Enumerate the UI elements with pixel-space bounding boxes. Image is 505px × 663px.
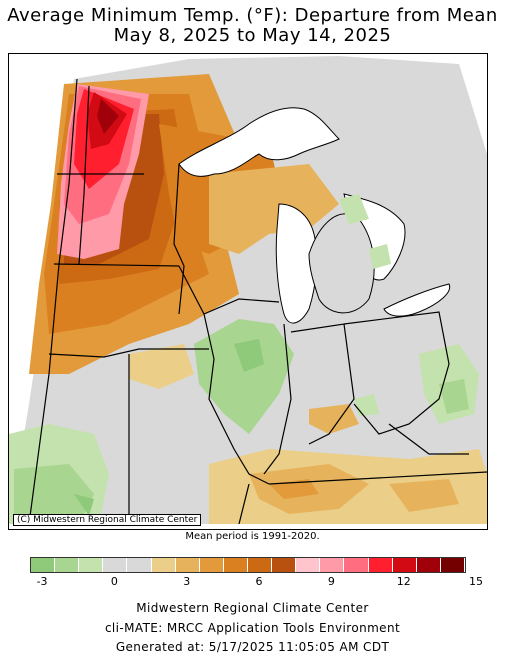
scale-tick-label: -3: [36, 575, 48, 588]
footer-generated: Generated at: 5/17/2025 11:05:05 AM CDT: [115, 640, 390, 654]
scale-swatch: [199, 558, 224, 572]
footer-tool: cli-MATE: MRCC Application Tools Environ…: [104, 621, 401, 635]
copyright-credit: (C) Midwestern Regional Climate Center: [13, 514, 202, 526]
scale-swatch: [368, 558, 393, 572]
color-scale: [30, 557, 466, 573]
scale-swatch: [344, 558, 369, 572]
scale-swatch: [175, 558, 200, 572]
lake-superior: [178, 107, 340, 177]
lake-michigan: [275, 203, 318, 324]
mean-period-note: Mean period is 1991-2020.: [185, 531, 320, 542]
scale-swatch: [440, 558, 465, 572]
scale-swatch: [31, 558, 56, 572]
scale-tick-label: 15: [469, 575, 484, 588]
map-canvas: [9, 56, 487, 525]
scale-swatch: [55, 558, 80, 572]
scale-tick-label: 9: [327, 575, 335, 588]
scale-swatch: [247, 558, 273, 572]
scale-swatch: [320, 558, 345, 572]
scale-swatch: [103, 558, 128, 572]
state-boundaries: [28, 78, 487, 525]
scale-swatch: [79, 558, 104, 572]
lake-erie: [383, 283, 451, 317]
scale-tick-label: 6: [255, 575, 263, 588]
scale-swatch: [416, 558, 441, 572]
map-title: Average Minimum Temp. (°F): Departure fr…: [7, 5, 498, 26]
map-date-range: May 8, 2025 to May 14, 2025: [113, 25, 392, 46]
departure-map: (C) Midwestern Regional Climate Center: [8, 53, 488, 530]
footer-organization: Midwestern Regional Climate Center: [136, 601, 369, 615]
scale-tick-label: 0: [110, 575, 118, 588]
cool-zone-illinois: [194, 319, 294, 434]
scale-swatch: [151, 558, 176, 572]
scale-swatch: [392, 558, 417, 572]
scale-swatch: [223, 558, 248, 572]
scale-tick-label: 12: [396, 575, 411, 588]
color-scale-labels: -3 0 3 6 9 12 15: [30, 575, 483, 589]
scale-swatch: [296, 558, 321, 572]
scale-swatch: [127, 558, 152, 572]
scale-tick-label: 3: [183, 575, 191, 588]
scale-swatch: [272, 558, 297, 572]
